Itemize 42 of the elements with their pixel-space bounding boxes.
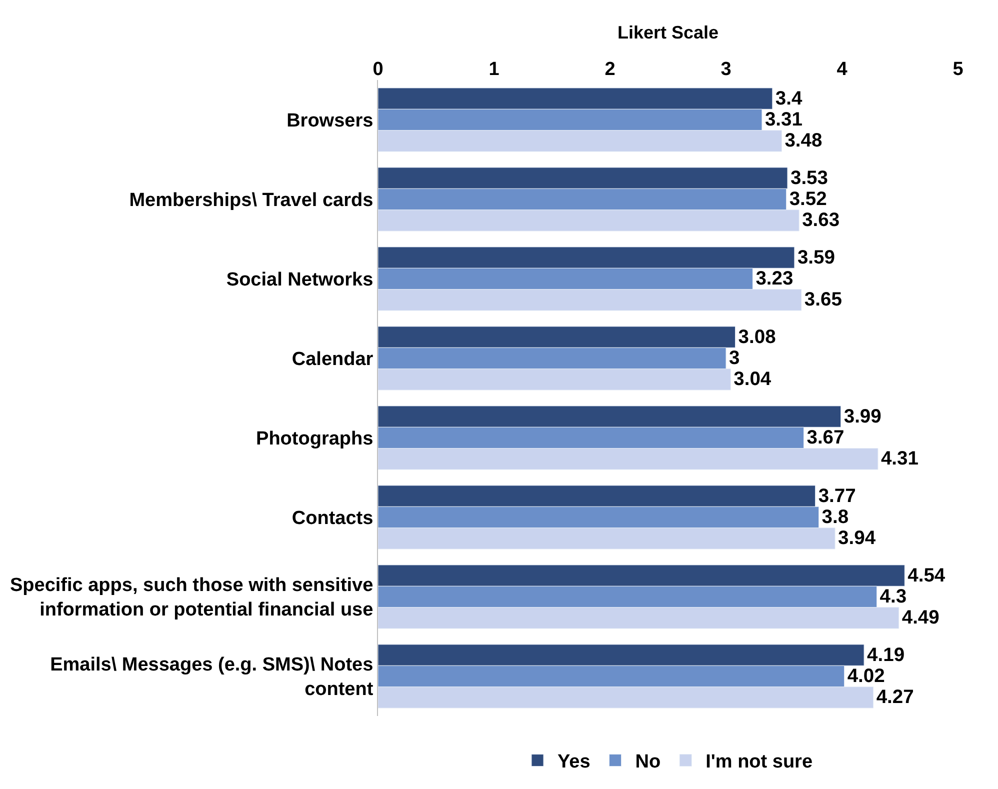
data-label: 3.8 (822, 507, 849, 528)
data-label: 3.4 (775, 88, 802, 110)
data-label: 3 (729, 348, 740, 370)
data-label: 3.65 (804, 290, 842, 311)
x-tick-label: 5 (952, 59, 964, 80)
data-label: 4.31 (880, 448, 919, 470)
data-label: 3.08 (738, 326, 776, 348)
x-tick-label: 3 (720, 59, 732, 80)
legend-label: I'm not sure (706, 752, 813, 773)
data-label: 3.94 (838, 528, 876, 550)
y-tick-label: Specific apps, such those with sensitive information or potential financial use (10, 575, 374, 621)
x-tick-label: 4 (836, 59, 848, 80)
data-label: 3.48 (784, 130, 822, 152)
data-label: 4.19 (867, 644, 905, 666)
data-label: 3.67 (806, 428, 844, 449)
data-label: 4.27 (876, 687, 914, 708)
data-label: 3.31 (764, 110, 803, 131)
y-tick-label: Contacts (292, 508, 374, 529)
data-label: 4.54 (908, 565, 946, 586)
data-label: 3.52 (789, 189, 827, 210)
data-label: 3.99 (844, 406, 882, 428)
y-tick-label: Photographs (256, 428, 374, 450)
legend-label: No (635, 752, 661, 773)
data-label: 3.23 (756, 268, 794, 290)
data-label: 4.3 (880, 586, 907, 608)
y-tick-label: Browsers (286, 110, 374, 132)
data-label: 4.49 (902, 608, 940, 629)
data-label: 3.59 (797, 247, 835, 268)
y-tick-label: Calendar (292, 348, 374, 370)
x-tick-label: 0 (372, 59, 384, 80)
x-tick-label: 2 (604, 59, 616, 80)
data-label: 3.63 (802, 210, 840, 232)
data-label: 3.53 (790, 168, 828, 189)
x-axis-title: Likert Scale (617, 22, 719, 42)
legend-label: Yes (558, 752, 590, 773)
data-label: 3.04 (734, 369, 772, 390)
data-label: 4.02 (847, 666, 885, 688)
data-label: 3.77 (818, 486, 856, 507)
y-tick-label: Social Networks (226, 269, 374, 290)
y-tick-label: Emails\ Messages (e.g. SMS)\ Notes content (50, 654, 374, 700)
x-tick-label: 1 (488, 59, 500, 80)
y-tick-label: Memberships\ Travel cards (129, 190, 374, 211)
